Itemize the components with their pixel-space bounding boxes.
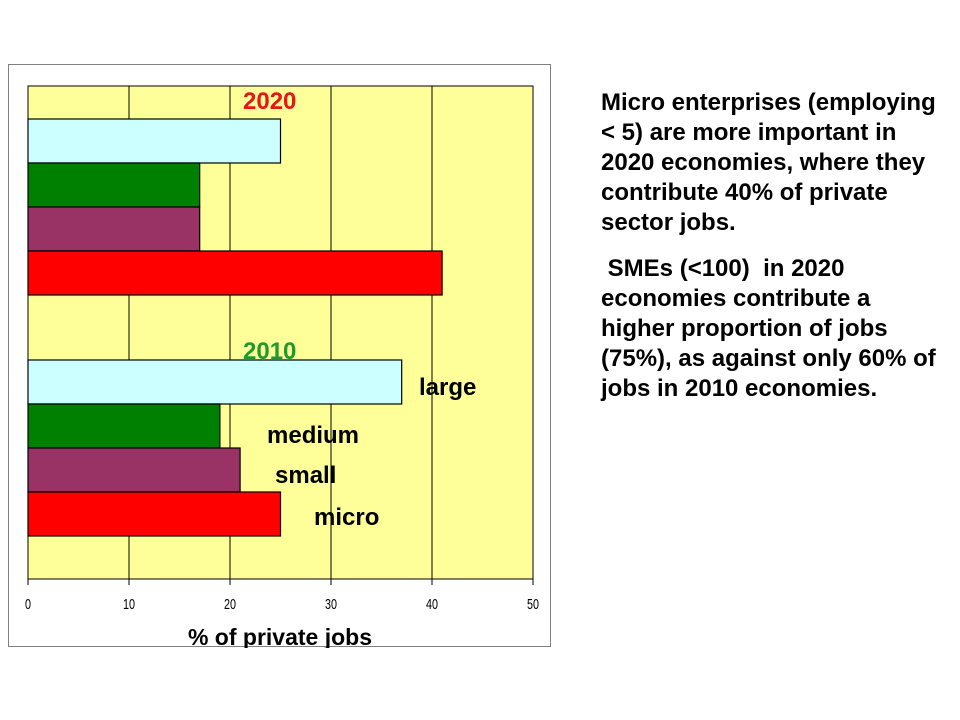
bar-2020-micro <box>27 250 443 296</box>
bar-2020-large <box>27 118 282 164</box>
bar-chart: 0 10 20 30 40 50 % of private jobs 2020 2010 larg… <box>25 85 539 648</box>
x-tick-label: 50 <box>527 595 539 612</box>
x-tick-label: 30 <box>325 595 337 612</box>
chart-frame: 0 10 20 30 40 50 % of private jobs 2020 2010 larg… <box>8 64 551 648</box>
x-tick-label: 0 <box>25 595 31 612</box>
x-tick-label: 20 <box>224 595 236 612</box>
x-tick-label: 10 <box>123 595 135 612</box>
bar-2010-large <box>27 359 403 405</box>
plot-frame <box>27 85 534 580</box>
category-label-large: large <box>419 374 476 401</box>
bar-2020-medium <box>27 162 201 208</box>
category-label-medium: medium <box>267 422 359 449</box>
category-label-micro: micro <box>314 504 379 531</box>
x-axis-label: % of private jobs <box>188 624 372 648</box>
bar-2020-small <box>27 206 201 252</box>
side-paragraph-micro: Micro enterprises (employing < 5) are mo… <box>601 89 936 236</box>
bar-2010-micro <box>27 491 282 537</box>
group-label-2020: 2020 <box>243 88 296 115</box>
x-tick-label: 40 <box>426 595 438 612</box>
bar-2010-small <box>27 447 241 493</box>
category-label-small: small <box>275 462 336 489</box>
side-text-block: Micro enterprises (employing < 5) are mo… <box>601 88 946 404</box>
side-paragraph-smes: SMEs (<100) in 2020 economies contribute… <box>601 255 943 402</box>
group-label-2010: 2010 <box>243 338 296 365</box>
bar-2010-medium <box>27 403 221 449</box>
